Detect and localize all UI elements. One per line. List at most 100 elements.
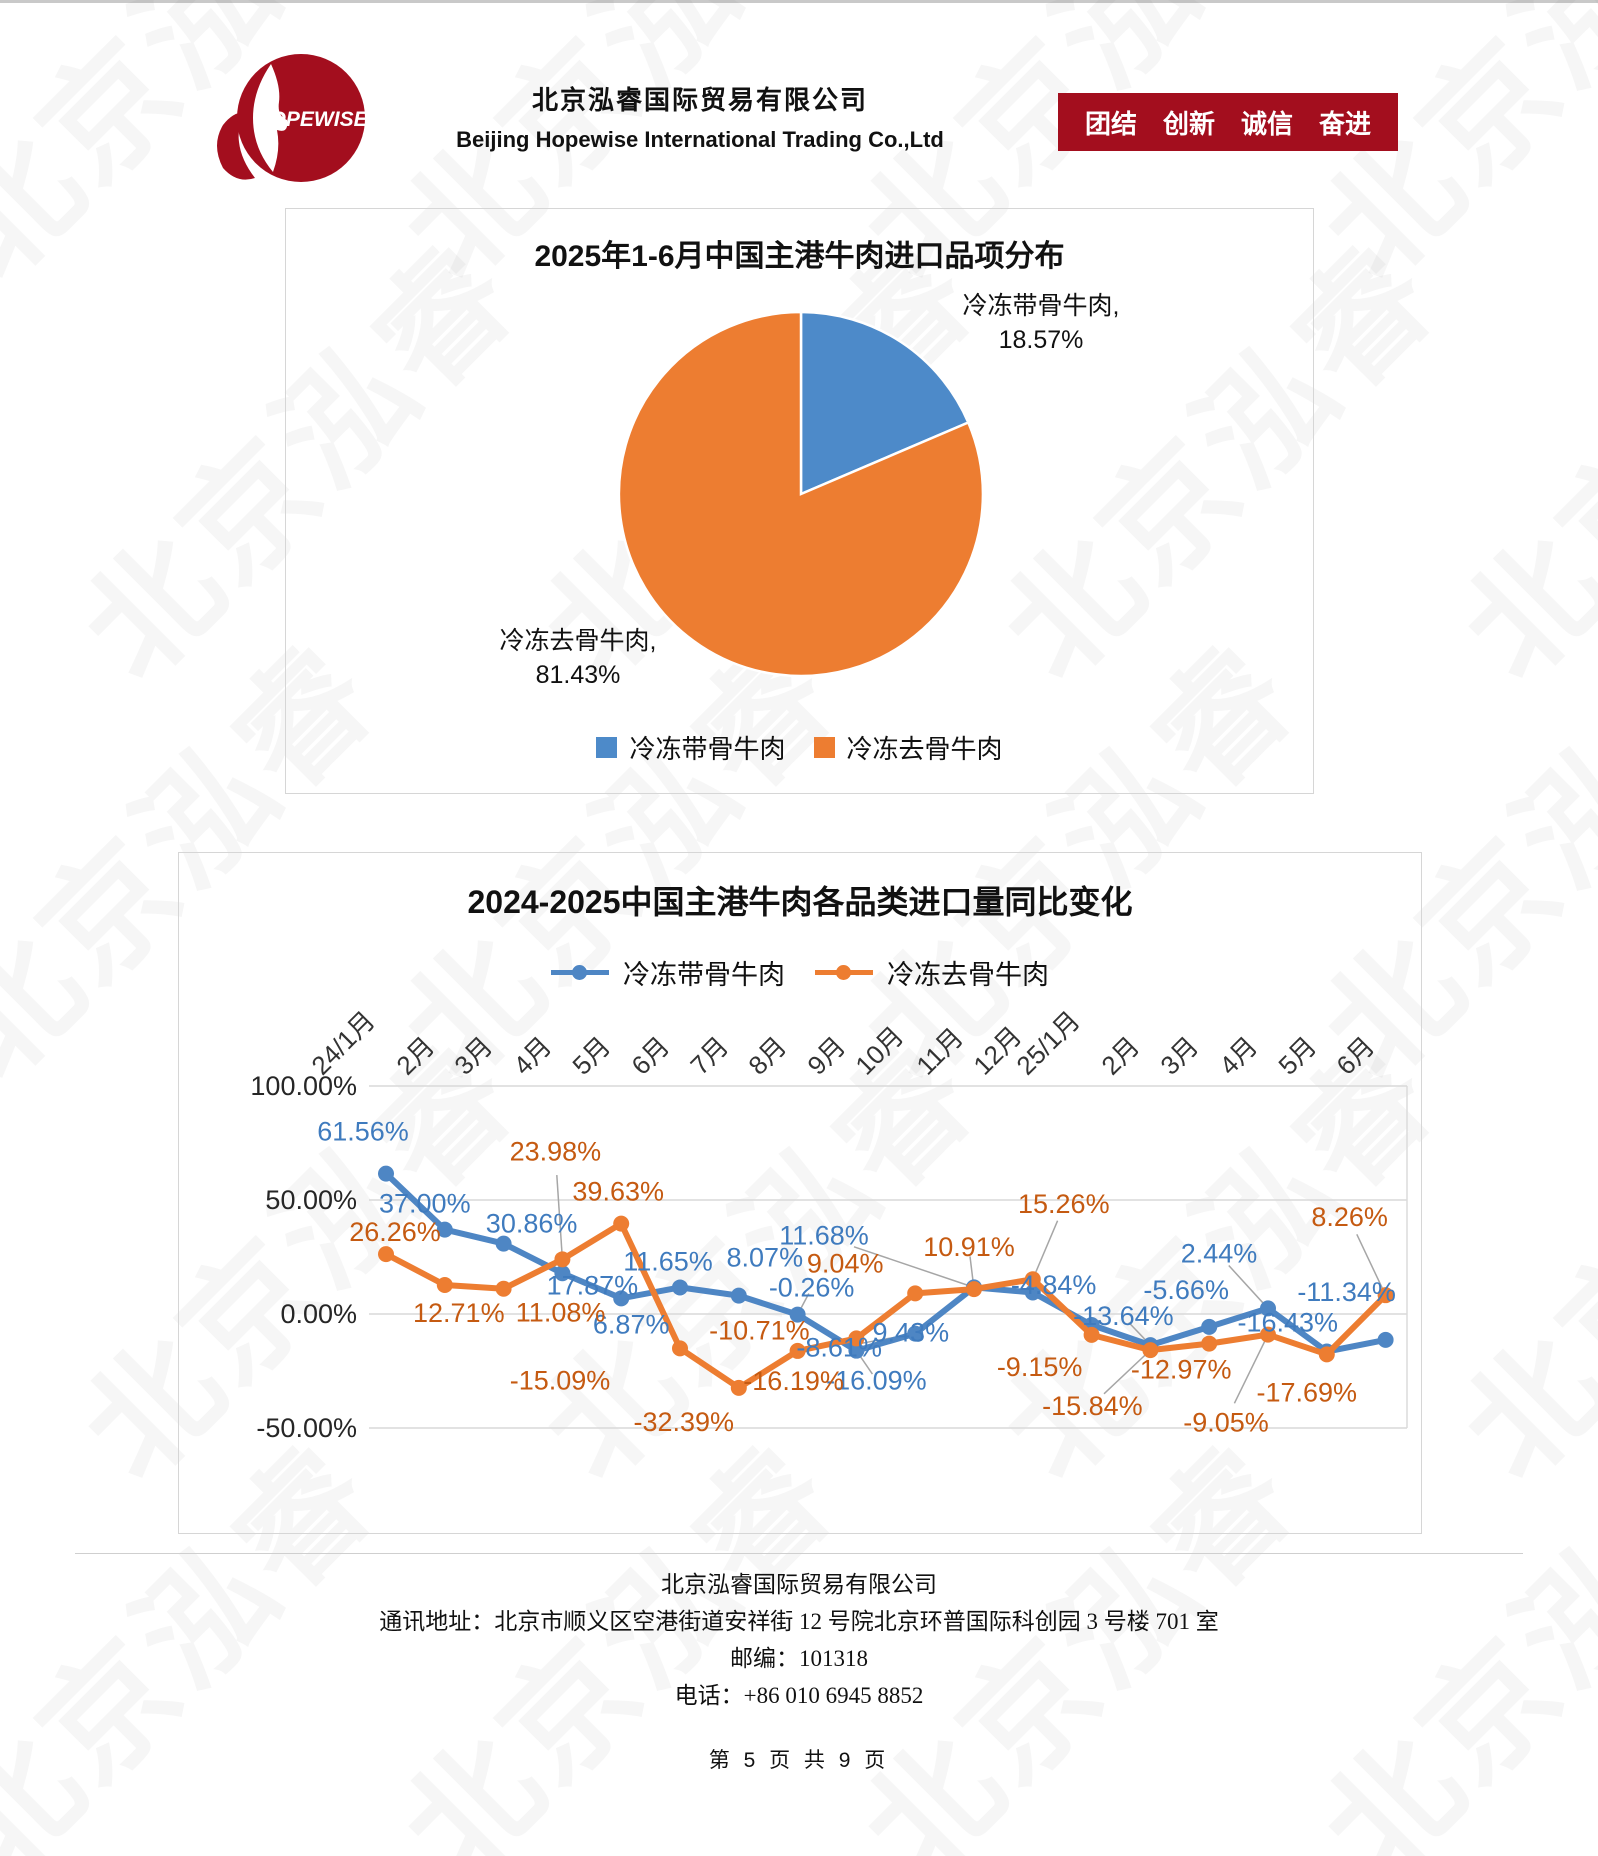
footer-separator [75, 1553, 1523, 1554]
pie-callout-bone-in: 冷冻带骨牛肉, 18.57% [871, 289, 1211, 357]
data-point-1-6 [730, 1379, 747, 1396]
data-label-1-11: 15.26% [1018, 1189, 1110, 1219]
x-tick-label-4: 5月 [566, 1030, 617, 1081]
data-point-0-11 [1024, 1284, 1041, 1301]
slogan-banner: 团结 创新 诚信 奋进 [1058, 93, 1398, 151]
data-label-0-14: -5.66% [1143, 1275, 1229, 1305]
footer-phone: 电话：+86 010 6945 8852 [674, 1683, 924, 1708]
label-leader-line [1228, 1265, 1269, 1309]
x-tick-label-3: 4月 [507, 1030, 558, 1081]
data-point-0-6 [730, 1287, 747, 1304]
data-point-1-2 [495, 1280, 512, 1297]
data-point-1-3 [554, 1251, 571, 1268]
footer-address: 通讯地址：北京市顺义区空港街道安祥街 12 号院北京环普国际科创园 3 号楼 7… [379, 1609, 1219, 1634]
data-label-0-9: -8.61% [796, 1333, 882, 1363]
pie-chart-title: 2025年1-6月中国主港牛肉进口品项分布 [534, 240, 1065, 273]
x-tick-label-5: 6月 [625, 1030, 675, 1081]
data-label-0-2: 30.86% [486, 1209, 578, 1239]
data-label-0-3: 17.87% [547, 1270, 639, 1300]
hopewise-logo-graphic: HOPEWISE [217, 54, 369, 182]
data-label-0-5: 11.65% [623, 1246, 713, 1276]
hopewise-logo: HOPEWISE [193, 50, 378, 195]
data-label-0-10: 11.68% [779, 1220, 869, 1250]
data-label-0-13: -13.64% [1073, 1301, 1174, 1331]
slogan-item: 诚信 [1241, 108, 1294, 139]
data-point-1-14 [1201, 1335, 1218, 1352]
data-label-1-12: -9.15% [997, 1352, 1083, 1382]
data-label-0-6: 8.07% [727, 1243, 804, 1273]
logo-wordmark: HOPEWISE [254, 108, 368, 131]
pie-slice-0 [799, 310, 970, 496]
data-label-1-17: 8.26% [1311, 1202, 1388, 1232]
x-tick-label-16: 5月 [1271, 1030, 1322, 1081]
x-tick-label-1: 2月 [389, 1030, 440, 1081]
data-point-0-1 [436, 1221, 453, 1238]
data-label-1-10: 10.91% [923, 1232, 1015, 1262]
data-point-1-7 [789, 1342, 806, 1359]
pie-callout-label: 冷冻带骨牛肉, [962, 292, 1120, 320]
data-label-1-8: -10.71% [709, 1315, 810, 1345]
data-point-0-5 [672, 1279, 688, 1296]
y-tick-label: -50.00% [256, 1413, 357, 1443]
data-label-0-16: -16.43% [1238, 1307, 1339, 1337]
page-top-border [0, 0, 1598, 3]
data-point-1-4 [613, 1215, 630, 1232]
data-label-1-16: -17.69% [1257, 1377, 1358, 1407]
series-line-1 [383, 1220, 1389, 1391]
pie-callout-value: 18.57% [998, 326, 1084, 354]
label-leader-line [556, 1175, 564, 1260]
data-label-0-8: -16.09% [826, 1366, 927, 1396]
data-point-1-16 [1318, 1346, 1335, 1363]
data-label-0-1: 37.00% [379, 1189, 471, 1219]
x-tick-label-7: 8月 [742, 1030, 793, 1081]
label-leader-line [853, 1246, 975, 1289]
data-label-0-0: 61.56% [317, 1117, 409, 1147]
line-chart-svg: 100.00% 50.00% 0.00% -50.00% 61.56% 37.00% 30.… [250, 1071, 1408, 1443]
x-tick-label-14: 3月 [1154, 1030, 1205, 1081]
data-point-0-15 [1260, 1300, 1276, 1317]
data-point-0-17 [1377, 1331, 1394, 1348]
x-tick-label-12: 25/1月 [1010, 1005, 1086, 1081]
page-footer: 北京泓睿国际贸易有限公司 通讯地址：北京市顺义区空港街道安祥街 12 号院北京环… [0, 1566, 1598, 1779]
legend-label-boneless: 冷冻去骨牛肉 [846, 734, 1003, 764]
line-chart-legend: 冷冻带骨牛肉 冷冻去骨牛肉 [179, 953, 1421, 992]
x-tick-label-8: 9月 [801, 1030, 852, 1081]
data-point-1-9 [907, 1285, 924, 1302]
page-indicator: 第 5 页 共 9 页 [708, 1749, 890, 1772]
data-point-1-0 [378, 1246, 394, 1263]
data-label-0-11: 9.43% [873, 1317, 950, 1347]
company-name-en: Beijing Hopewise International Trading C… [456, 127, 944, 152]
pie-chart-box: 2025年1-6月中国主港牛肉进口品项分布 冷冻带骨牛肉, 18.57% 冷冻去… [285, 208, 1314, 794]
legend-label-boneless: 冷冻去骨牛肉 [887, 960, 1049, 990]
company-name-block: 北京泓睿国际贸易有限公司 Beijing Hopewise Internatio… [390, 80, 1010, 153]
y-tick-label: 100.00% [250, 1071, 357, 1101]
data-point-0-2 [495, 1235, 512, 1252]
watermark-text: 北京泓睿 [1435, 217, 1598, 706]
data-label-1-3: 23.98% [510, 1136, 602, 1166]
data-label-1-13: -15.84% [1042, 1391, 1143, 1421]
pie-chart-svg [617, 310, 985, 678]
x-tick-label-10: 11月 [909, 1021, 969, 1081]
label-leader-line [1103, 1349, 1151, 1395]
data-point-1-13 [1142, 1342, 1159, 1359]
label-leader-line [1032, 1220, 1059, 1280]
data-point-1-8 [848, 1330, 865, 1347]
data-point-0-7 [789, 1306, 806, 1323]
pie-callout-boneless: 冷冻去骨牛肉, 81.43% [428, 624, 728, 692]
legend-line-marker-boneless [815, 965, 873, 980]
data-label-1-2: 11.08% [516, 1298, 606, 1328]
data-label-1-5: -15.09% [510, 1365, 611, 1395]
footer-company: 北京泓睿国际贸易有限公司 [661, 1572, 937, 1597]
line-chart-title: 2024-2025中国主港牛肉各品类进口量同比变化 [467, 884, 1133, 920]
legend-label-bone-in: 冷冻带骨牛肉 [629, 734, 786, 764]
data-point-0-4 [613, 1290, 630, 1307]
pie-slice-1 [617, 310, 985, 678]
label-leader-line [1233, 1334, 1269, 1404]
data-label-1-6: -32.39% [634, 1407, 735, 1437]
data-label-0-17: -11.34% [1297, 1277, 1396, 1307]
data-label-0-12: -4.84% [1011, 1270, 1097, 1300]
pie-callout-value: 81.43% [535, 661, 621, 689]
data-label-1-4: 39.63% [572, 1177, 664, 1207]
data-label-1-0: 26.26% [349, 1217, 441, 1247]
